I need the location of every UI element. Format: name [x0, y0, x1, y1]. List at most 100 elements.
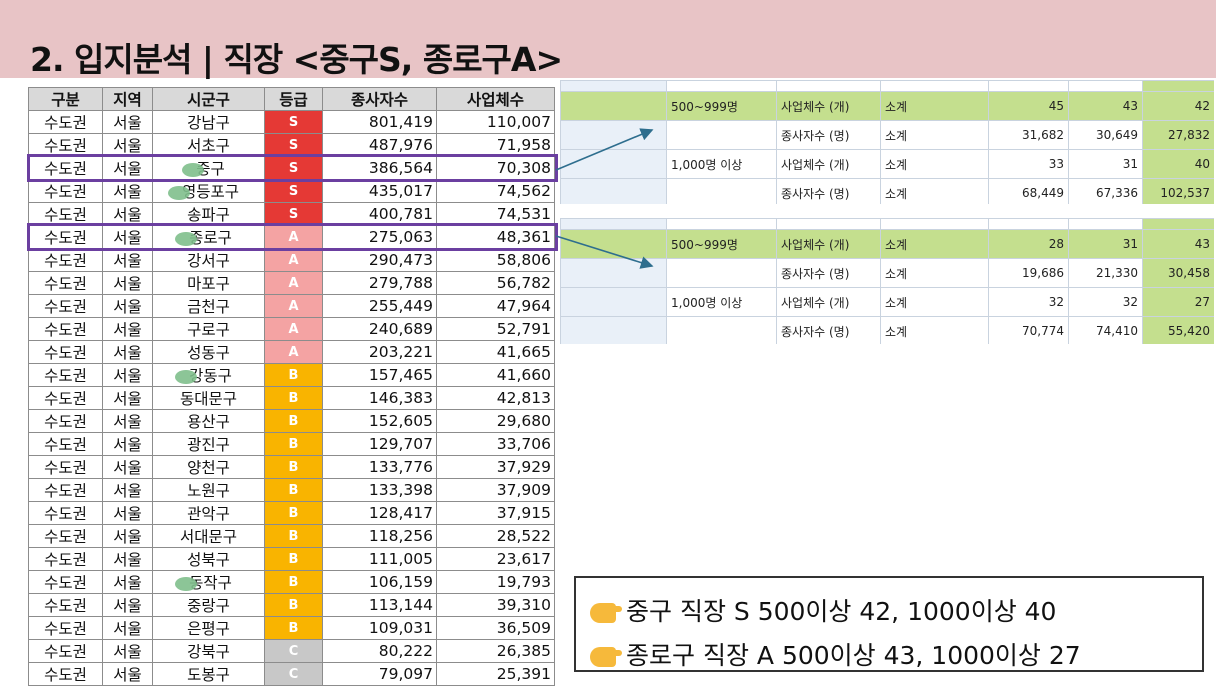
grade-badge: B [264, 432, 323, 456]
table-row: 수도권 서울 중랑구 B 113,144 39,310 [28, 593, 555, 617]
table-cell: 강서구 [152, 248, 265, 272]
detail-cell: 사업체수 (개) [776, 149, 881, 179]
table-row: 수도권 서울 광진구 B 129,707 33,706 [28, 432, 555, 456]
table-cell: 146,383 [322, 386, 437, 410]
col-businesses-header: 사업체수 [436, 87, 555, 111]
table-cell: 435,017 [322, 179, 437, 203]
table-cell: 48,361 [436, 225, 555, 249]
detail-cell: 31,682 [988, 120, 1069, 150]
detail-cell: 74,410 [1068, 316, 1143, 344]
note-text: 중구 직장 S 500이상 42, 1000이상 40 [626, 597, 1057, 626]
grade-badge: C [264, 662, 323, 686]
table-cell: 서울 [102, 478, 153, 502]
note-line-junggu: 중구 직장 S 500이상 42, 1000이상 40 [590, 592, 1056, 628]
table-cell: 양천구 [152, 455, 265, 479]
detail-cell: 43 [1142, 229, 1214, 259]
table-row: 수도권 서울 구로구 A 240,689 52,791 [28, 317, 555, 341]
note-line-jongno: 종로구 직장 A 500이상 43, 1000이상 27 [590, 636, 1081, 672]
table-cell: 157,465 [322, 363, 437, 387]
detail-cell: 사업체수 (개) [776, 229, 881, 259]
grade-badge: B [264, 616, 323, 640]
jongno-detail-table: 500~999명 사업체수 (개) 소계 28 31 43 종사자수 (명) 소계 19,686… [560, 218, 1214, 344]
grade-badge: S [264, 202, 323, 226]
detail-cell: 28 [988, 229, 1069, 259]
table-cell: 서울 [102, 639, 153, 663]
table-cell: 수도권 [28, 386, 103, 410]
table-cell: 서울 [102, 317, 153, 341]
district-label: 강동구 [189, 367, 232, 385]
table-row: 수도권 서울 종로구 A 275,063 48,361 [28, 225, 555, 249]
pointing-hand-icon [590, 603, 622, 623]
grade-badge: B [264, 524, 323, 548]
table-row: 수도권 서울 강남구 S 801,419 110,007 [28, 110, 555, 134]
table-cell: 37,909 [436, 478, 555, 502]
junggu-detail-table: 500~999명 사업체수 (개) 소계 45 43 42 종사자수 (명) 소계 31,682… [560, 80, 1214, 204]
table-row: 수도권 서울 도봉구 C 79,097 25,391 [28, 662, 555, 686]
table-cell: 수도권 [28, 455, 103, 479]
table-cell: 255,449 [322, 294, 437, 318]
table-row: 수도권 서울 노원구 B 133,398 37,909 [28, 478, 555, 502]
grade-badge: A [264, 340, 323, 364]
table-cell: 26,385 [436, 639, 555, 663]
grade-badge: B [264, 386, 323, 410]
table-cell: 구로구 [152, 317, 265, 341]
table-row: 수도권 서울 동대문구 B 146,383 42,813 [28, 386, 555, 410]
table-cell: 서울 [102, 386, 153, 410]
table-cell: 29,680 [436, 409, 555, 433]
detail-cell: 종사자수 (명) [776, 178, 881, 204]
detail-cell [666, 178, 777, 204]
table-cell: 수도권 [28, 501, 103, 525]
col-employees-header: 종사자수 [322, 87, 437, 111]
table-cell: 서울 [102, 271, 153, 295]
summary-note-box: 중구 직장 S 500이상 42, 1000이상 40 종로구 직장 A 500… [574, 576, 1204, 672]
table-cell: 서울 [102, 616, 153, 640]
detail-cell: 32 [988, 287, 1069, 317]
table-row: 수도권 서울 동작구 B 106,159 19,793 [28, 570, 555, 594]
table-cell: 노원구 [152, 478, 265, 502]
header-band [0, 0, 1216, 78]
table-cell: 서울 [102, 156, 153, 180]
table-cell: 성북구 [152, 547, 265, 571]
table-cell: 수도권 [28, 294, 103, 318]
detail-cell [666, 316, 777, 344]
detail-cell: 소계 [880, 149, 989, 179]
table-cell: 서울 [102, 662, 153, 686]
table-cell: 52,791 [436, 317, 555, 341]
detail-cell: 1,000명 이상 [666, 149, 777, 179]
table-cell: 수도권 [28, 616, 103, 640]
grade-badge: A [264, 248, 323, 272]
detail-row: 500~999명 사업체수 (개) 소계 28 31 43 [560, 229, 1214, 259]
grade-badge: S [264, 110, 323, 134]
table-cell: 서울 [102, 248, 153, 272]
detail-cell: 43 [1068, 91, 1143, 121]
table-cell: 마포구 [152, 271, 265, 295]
table-cell: 106,159 [322, 570, 437, 594]
detail-row: 종사자수 (명) 소계 31,682 30,649 27,832 [560, 120, 1214, 150]
detail-cell: 27,832 [1142, 120, 1214, 150]
table-cell: 23,617 [436, 547, 555, 571]
detail-cell: 종사자수 (명) [776, 120, 881, 150]
table-cell: 487,976 [322, 133, 437, 157]
detail-cell: 19,686 [988, 258, 1069, 288]
table-cell: 강남구 [152, 110, 265, 134]
marker-dot-icon [175, 231, 198, 246]
table-cell: 110,007 [436, 110, 555, 134]
table-cell: 28,522 [436, 524, 555, 548]
table-cell: 47,964 [436, 294, 555, 318]
detail-row: 1,000명 이상 사업체수 (개) 소계 33 31 40 [560, 149, 1214, 179]
table-cell: 203,221 [322, 340, 437, 364]
detail-cell: 30,649 [1068, 120, 1143, 150]
detail-cell [560, 178, 667, 204]
table-cell: 71,958 [436, 133, 555, 157]
detail-cell: 30,458 [1142, 258, 1214, 288]
table-cell: 금천구 [152, 294, 265, 318]
detail-row: 종사자수 (명) 소계 19,686 21,330 30,458 [560, 258, 1214, 288]
table-row: 수도권 서울 마포구 A 279,788 56,782 [28, 271, 555, 295]
marker-dot-icon [175, 576, 198, 591]
table-cell: 수도권 [28, 110, 103, 134]
detail-cell [666, 120, 777, 150]
grade-badge: B [264, 570, 323, 594]
table-row: 수도권 서울 성동구 A 203,221 41,665 [28, 340, 555, 364]
district-label: 영등포구 [181, 183, 240, 201]
district-label: 종로구 [189, 229, 232, 247]
